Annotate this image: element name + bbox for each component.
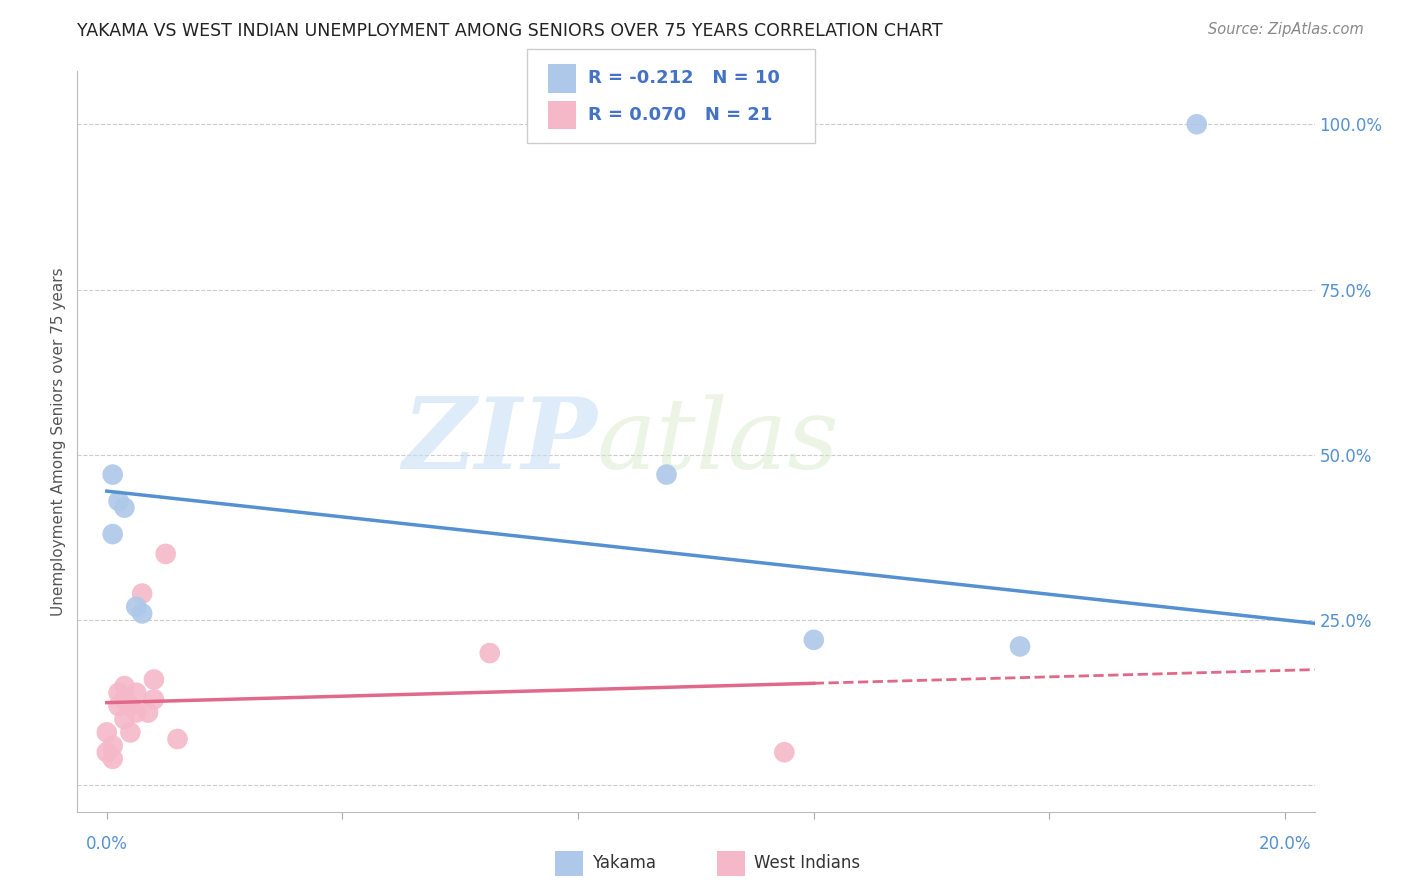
Point — [131, 607, 153, 621]
Point — [114, 712, 136, 726]
Text: Source: ZipAtlas.com: Source: ZipAtlas.com — [1208, 22, 1364, 37]
Text: atlas: atlas — [598, 394, 839, 489]
Point — [1185, 117, 1208, 131]
Point — [96, 745, 118, 759]
Point — [101, 527, 124, 541]
Point — [155, 547, 177, 561]
Point — [96, 725, 118, 739]
Text: R = -0.212   N = 10: R = -0.212 N = 10 — [588, 70, 779, 87]
Point — [101, 739, 124, 753]
Point — [142, 692, 165, 706]
Point — [142, 673, 165, 687]
Point — [1008, 640, 1031, 654]
Point — [655, 467, 678, 482]
Point — [107, 494, 129, 508]
Point — [114, 679, 136, 693]
Text: 0.0%: 0.0% — [86, 835, 128, 853]
Text: ZIP: ZIP — [402, 393, 598, 490]
Point — [101, 467, 124, 482]
Point — [125, 599, 148, 614]
Point — [773, 745, 796, 759]
Text: Yakama: Yakama — [592, 855, 657, 872]
Text: 20.0%: 20.0% — [1258, 835, 1312, 853]
Y-axis label: Unemployment Among Seniors over 75 years: Unemployment Among Seniors over 75 years — [51, 268, 66, 615]
Point — [101, 752, 124, 766]
Point — [120, 725, 142, 739]
Point — [114, 500, 136, 515]
Point — [125, 686, 148, 700]
Point — [166, 731, 188, 746]
Point — [803, 632, 825, 647]
Point — [114, 692, 136, 706]
Point — [136, 706, 159, 720]
Text: YAKAMA VS WEST INDIAN UNEMPLOYMENT AMONG SENIORS OVER 75 YEARS CORRELATION CHART: YAKAMA VS WEST INDIAN UNEMPLOYMENT AMONG… — [77, 22, 943, 40]
Point — [107, 686, 129, 700]
Point — [131, 586, 153, 600]
Text: West Indians: West Indians — [754, 855, 859, 872]
Point — [478, 646, 501, 660]
Point — [125, 706, 148, 720]
Point — [120, 698, 142, 713]
Text: R = 0.070   N = 21: R = 0.070 N = 21 — [588, 106, 772, 124]
Point — [107, 698, 129, 713]
